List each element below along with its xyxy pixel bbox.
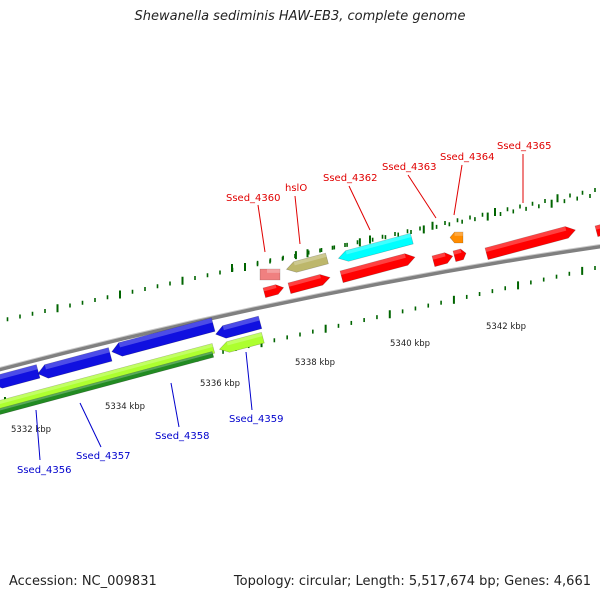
- bottom-label-leader: [245, 351, 253, 411]
- bottom-gene-label: Ssed_4357: [76, 451, 131, 462]
- ssed-4357-gene-body: [37, 347, 113, 379]
- ssed-4360-gene: [262, 284, 285, 299]
- backbone-line: [0, 244, 600, 372]
- ssed-4364-gene: [452, 248, 467, 262]
- bottom-gene-label: Ssed_4358: [155, 431, 210, 442]
- ssed-4360-cds: [259, 268, 281, 281]
- ssed-4360-gene-shine: [263, 284, 277, 292]
- ssed-4360-cds-shine: [267, 269, 280, 273]
- backbone: [0, 243, 600, 372]
- bottom-label-leader: [35, 409, 41, 461]
- green-band-shine: [0, 351, 213, 411]
- hslo-cds: [285, 252, 329, 273]
- top-gene-label: Ssed_4363: [382, 162, 437, 173]
- top-label-leader: [348, 185, 371, 231]
- backbone-highlight: [0, 243, 600, 368]
- scale-label: 5336 kbp: [200, 379, 240, 389]
- ssed-4359-lime-body: [218, 331, 265, 353]
- top-gene-label: hslO: [285, 183, 307, 194]
- ssed-4357-gene: [37, 347, 113, 379]
- top-label-leader: [453, 164, 463, 216]
- top-gene-labels: Ssed_4360 hslO Ssed_4362 Ssed_4363Ssed_4364…: [226, 141, 552, 253]
- next-gene-shine: [595, 223, 600, 230]
- ssed-4359-lime-shine: [226, 332, 263, 346]
- hslo-gene: [287, 274, 331, 294]
- top-label-leader: [257, 204, 266, 253]
- ssed-4365-gene-body: [484, 226, 576, 260]
- top-label-leader: [407, 174, 437, 219]
- ssed-4364-small-body: [449, 231, 464, 244]
- scale-label: 5342 kbp: [486, 322, 526, 332]
- scale-label: 5340 kbp: [390, 339, 430, 349]
- ssed-4359-gene: [215, 315, 263, 339]
- ssed-4363-gene-shine: [432, 252, 446, 260]
- top-gene-label: Ssed_4360: [226, 193, 281, 204]
- green-band: [0, 351, 215, 415]
- ssed-4360-gene-body: [262, 284, 285, 299]
- ssed-4362-gene: [339, 253, 416, 283]
- next-gene: [594, 223, 600, 237]
- scale-labels: 5332 kbp 5334 kbp 5336 kbp 5338 kbp 5340 kbp…: [11, 322, 526, 435]
- ssed-4359-lime: [218, 331, 265, 353]
- ssed-4364-gene-body: [452, 248, 467, 262]
- ssed-4365-gene: [484, 226, 576, 260]
- ssed-4362-cds-body: [337, 232, 414, 262]
- tick-rows: [4, 188, 596, 405]
- scale-label: 5338 kbp: [295, 358, 335, 368]
- bottom-gene-label: Ssed_4356: [17, 465, 72, 476]
- next-gene-body: [594, 223, 600, 237]
- ssed-4362-gene-body: [339, 253, 416, 283]
- ssed-4356-gene-body: [0, 364, 41, 389]
- top-gene-label: Ssed_4365: [497, 141, 552, 152]
- ssed-4364-small: [449, 231, 464, 244]
- ssed-4364-gene-shine: [453, 248, 462, 255]
- ssed-4362-cds-shine: [345, 233, 412, 255]
- ssed-4357-gene-shine: [44, 347, 110, 370]
- bottom-label-leader: [170, 382, 180, 428]
- hslo-cds-body: [285, 252, 329, 273]
- ssed-4358-gene: [111, 317, 216, 357]
- ssed-4360-cds-body: [259, 268, 281, 281]
- bottom-gene-labels: Ssed_4356 Ssed_4357 Ssed_4358 Ssed_4359: [17, 351, 284, 476]
- hslo-cds-shine: [293, 253, 327, 266]
- ssed-4362-gene-shine: [340, 253, 406, 276]
- top-gene-label: Ssed_4362: [323, 173, 378, 184]
- ssed-4359-gene-body: [215, 315, 263, 339]
- ssed-4365-gene-shine: [485, 226, 567, 253]
- top-gene-label: Ssed_4364: [440, 152, 495, 163]
- bottom-label-leader: [79, 402, 102, 448]
- map-title: Shewanella sediminis HAW-EB3, complete g…: [134, 9, 466, 24]
- gene-features: [0, 223, 600, 415]
- ssed-4359-gene-shine: [222, 316, 260, 331]
- ssed-4358-gene-shine: [118, 317, 213, 348]
- scale-label: 5332 kbp: [11, 425, 51, 435]
- green-band-body: [0, 351, 215, 415]
- ssed-4362-cds: [337, 232, 414, 262]
- accession-text: Accession: NC_009831: [9, 574, 157, 589]
- ssed-4356-gene: [0, 364, 41, 389]
- hslo-gene-shine: [288, 274, 321, 287]
- ssed-4358-gene-body: [111, 317, 216, 357]
- top-label-leader: [294, 195, 301, 245]
- hslo-gene-body: [287, 274, 331, 294]
- bottom-gene-label: Ssed_4359: [229, 414, 284, 425]
- scale-label: 5334 kbp: [105, 402, 145, 412]
- ssed-4363-gene-body: [431, 252, 454, 267]
- ssed-4364-small-shine: [454, 232, 463, 236]
- ssed-4356-gene-shine: [0, 364, 38, 380]
- lime-band-shine: [0, 343, 214, 405]
- ssed-4363-gene: [431, 252, 454, 267]
- topology-text: Topology: circular; Length: 5,517,674 bp…: [233, 574, 591, 589]
